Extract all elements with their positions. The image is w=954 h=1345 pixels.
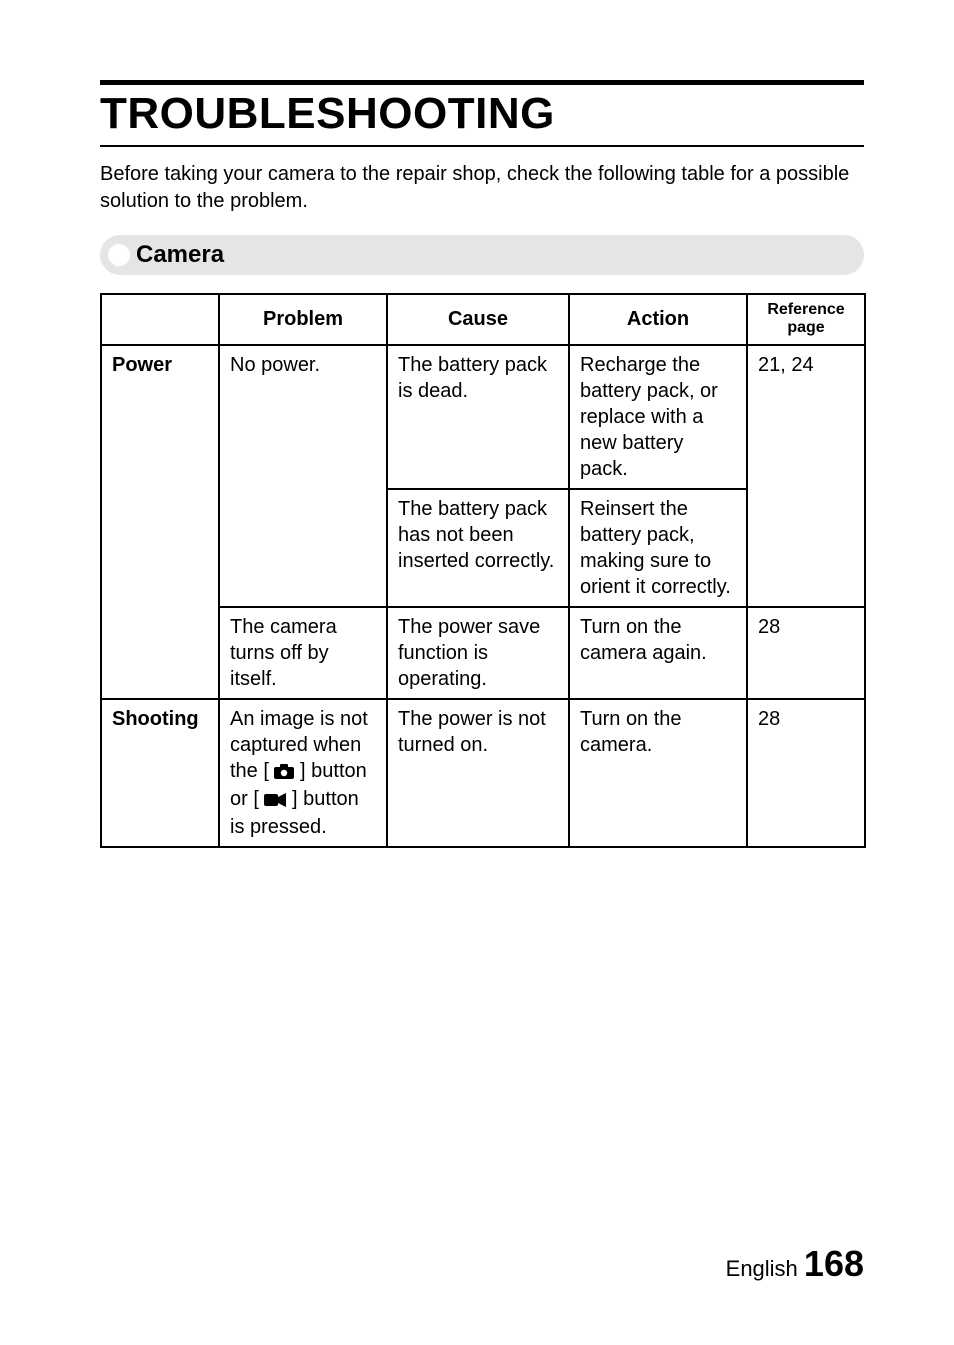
cell-cause: The power save function is operating. [387, 607, 569, 699]
video-icon [264, 788, 286, 814]
cell-cause: The battery pack has not been inserted c… [387, 489, 569, 607]
section-dot-icon [108, 244, 130, 266]
col-action: Action [569, 294, 747, 345]
cell-action: Turn on the camera again. [569, 607, 747, 699]
cell-cause: The battery pack is dead. [387, 345, 569, 489]
section-header: Camera [100, 235, 864, 275]
col-reference: Reference page [747, 294, 865, 345]
section-label: Camera [136, 241, 224, 269]
intro-paragraph: Before taking your camera to the repair … [100, 161, 864, 215]
table-header-row: Problem Cause Action Reference page [101, 294, 865, 345]
page-footer: English 168 [100, 1243, 864, 1285]
troubleshooting-table: Problem Cause Action Reference page Powe… [100, 293, 866, 848]
rule-top [100, 80, 864, 85]
page-title: TROUBLESHOOTING [100, 89, 864, 139]
cell-problem: An image is not captured when the [ ] bu… [219, 699, 387, 847]
problem-text-part: button is pressed. [230, 788, 359, 838]
cell-reference: 28 [747, 607, 865, 699]
category-power: Power [101, 345, 219, 699]
footer-page-number: 168 [804, 1243, 864, 1284]
table-row: Shooting An image is not captured when t… [101, 699, 865, 847]
category-shooting: Shooting [101, 699, 219, 847]
cell-action: Recharge the battery pack, or replace wi… [569, 345, 747, 489]
rule-under-title [100, 145, 864, 147]
cell-action: Turn on the camera. [569, 699, 747, 847]
cell-action: Reinsert the battery pack, making sure t… [569, 489, 747, 607]
cell-problem: No power. [219, 345, 387, 607]
col-problem: Problem [219, 294, 387, 345]
col-category [101, 294, 219, 345]
cell-cause: The power is not turned on. [387, 699, 569, 847]
photo-icon [274, 760, 294, 786]
cell-problem: The camera turns off by itself. [219, 607, 387, 699]
cell-reference: 21, 24 [747, 345, 865, 607]
page: TROUBLESHOOTING Before taking your camer… [0, 0, 954, 1345]
footer-lang: English [726, 1256, 798, 1281]
table-row: Power No power. The battery pack is dead… [101, 345, 865, 489]
col-cause: Cause [387, 294, 569, 345]
cell-reference: 28 [747, 699, 865, 847]
